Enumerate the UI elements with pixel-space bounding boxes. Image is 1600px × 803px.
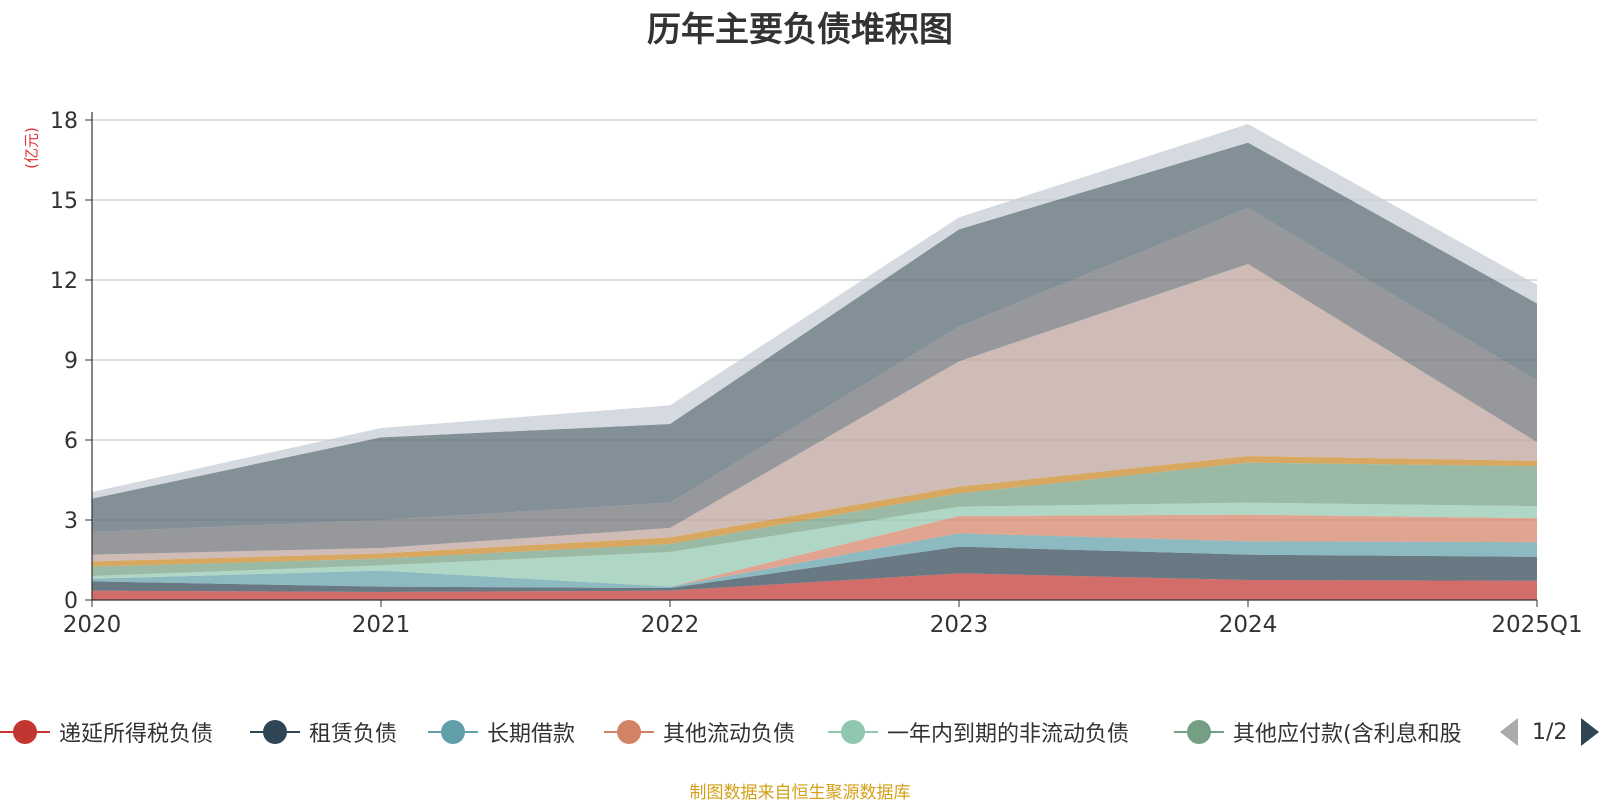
area-series-5 — [92, 502, 1537, 587]
legend-marker-icon — [428, 712, 478, 752]
y-tick-label: 12 — [50, 269, 78, 294]
legend-prev-page-icon[interactable] — [1500, 718, 1518, 746]
legend-item-other-payables[interactable]: 其他应付款(含利息和股 — [1174, 712, 1462, 752]
legend-label: 其他应付款(含利息和股 — [1233, 722, 1462, 747]
legend-marker-icon — [604, 712, 654, 752]
x-tick-label: 2023 — [930, 612, 989, 638]
legend-item-deferred-tax[interactable]: 递延所得税负债 — [0, 712, 213, 752]
legend-label: 递延所得税负债 — [59, 722, 214, 747]
area-series-6 — [92, 462, 1537, 576]
legend-item-lease-liabilities[interactable]: 租赁负债 — [250, 712, 397, 752]
legend-page-indicator: 1/2 — [1532, 719, 1568, 745]
x-tick-label: 2021 — [352, 612, 411, 638]
legend-label: 其他流动负债 — [663, 722, 796, 747]
legend-label: 一年内到期的非流动负债 — [887, 722, 1130, 747]
area-series-3 — [92, 533, 1537, 588]
legend-marker-icon — [0, 712, 50, 752]
y-tick-label: 15 — [50, 189, 78, 214]
y-tick-label: 3 — [64, 509, 78, 534]
chart-legend: 递延所得税负债 租赁负债 长期借款 其他流动负债 一年内到期的非流动负债 其他应… — [0, 712, 1600, 752]
legend-next-page-icon[interactable] — [1581, 718, 1600, 746]
x-tick-label: 2020 — [63, 612, 122, 638]
x-tick-label: 2024 — [1219, 612, 1278, 638]
area-series-4 — [92, 514, 1537, 587]
y-tick-label: 18 — [50, 109, 78, 134]
chart-title: 历年主要负债堆积图 — [647, 10, 953, 50]
area-series-1 — [92, 573, 1537, 600]
legend-item-current-portion-noncurrent[interactable]: 一年内到期的非流动负债 — [828, 712, 1129, 752]
y-tick-label: 9 — [64, 349, 78, 374]
legend-pager: 1/2 — [1500, 712, 1600, 752]
legend-marker-icon — [1174, 712, 1224, 752]
legend-marker-icon — [828, 712, 878, 752]
y-tick-label: 0 — [64, 589, 78, 614]
x-tick-label: 2022 — [641, 612, 700, 638]
y-tick-label: 6 — [64, 429, 78, 454]
legend-marker-icon — [250, 712, 300, 752]
data-source-note: 制图数据来自恒生聚源数据库 — [689, 783, 911, 803]
legend-label: 长期借款 — [487, 722, 576, 747]
area-series-2 — [92, 546, 1537, 592]
area-series-8 — [92, 264, 1537, 562]
legend-item-other-current-liabilities[interactable]: 其他流动负债 — [604, 712, 795, 752]
area-series-11 — [92, 124, 1537, 499]
area-series-10 — [92, 142, 1537, 532]
legend-label: 租赁负债 — [309, 722, 398, 747]
legend-item-long-term-loans[interactable]: 长期借款 — [428, 712, 575, 752]
stacked-area-chart: 0 3 6 9 12 15 18 2020 2021 2022 2023 2024 2025Q1 — [50, 109, 1583, 638]
x-tick-label: 2025Q1 — [1491, 612, 1582, 638]
